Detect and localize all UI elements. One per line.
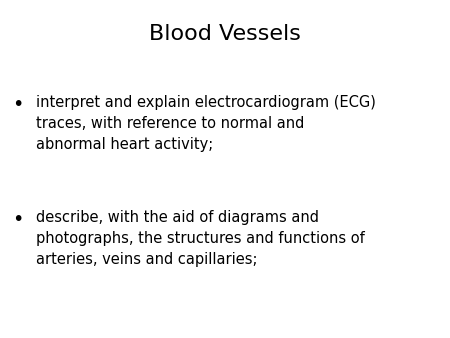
Text: Blood Vessels: Blood Vessels [149, 24, 301, 44]
Text: describe, with the aid of diagrams and
photographs, the structures and functions: describe, with the aid of diagrams and p… [36, 210, 365, 267]
Text: •: • [12, 95, 24, 114]
Text: •: • [12, 210, 24, 228]
Text: interpret and explain electrocardiogram (ECG)
traces, with reference to normal a: interpret and explain electrocardiogram … [36, 95, 376, 152]
